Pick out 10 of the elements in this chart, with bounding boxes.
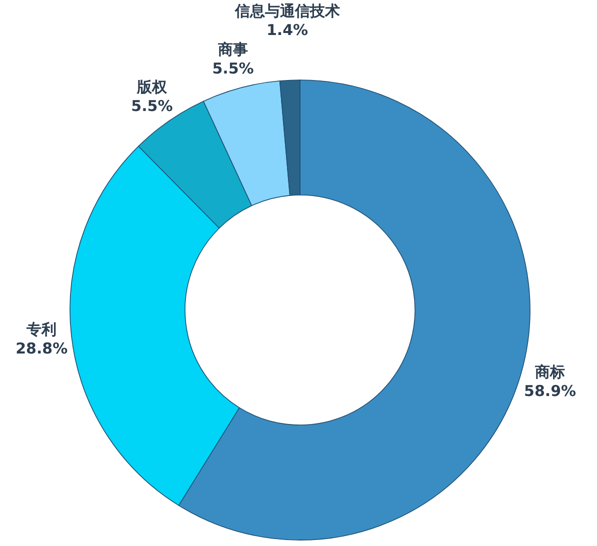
slice-label: 版权 <box>136 78 168 96</box>
slice-label: 商事 <box>217 40 248 58</box>
slice-label: 专利 <box>26 320 57 338</box>
data-label: 1.4% <box>266 20 308 39</box>
data-label: 28.8% <box>16 339 68 358</box>
data-label: 58.9% <box>524 382 576 400</box>
data-label: 5.5% <box>131 96 173 115</box>
slice-label: 信息与通信技术 <box>234 2 340 20</box>
data-label: 5.5% <box>212 59 254 78</box>
slice-label: 商标 <box>534 362 566 381</box>
